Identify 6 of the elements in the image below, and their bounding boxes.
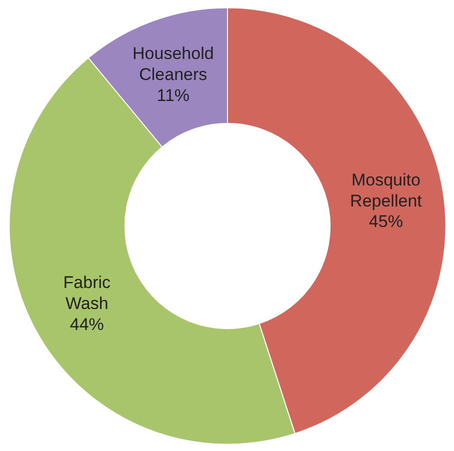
data-label: 45% [368, 212, 403, 232]
data-label: 11% [156, 86, 190, 105]
slice-label: Household Cleaners [132, 44, 214, 84]
data-label: 44% [70, 314, 104, 334]
slice-label: Mosquito Repellent [350, 170, 422, 210]
slice-label: Fabric Wash [63, 273, 112, 314]
